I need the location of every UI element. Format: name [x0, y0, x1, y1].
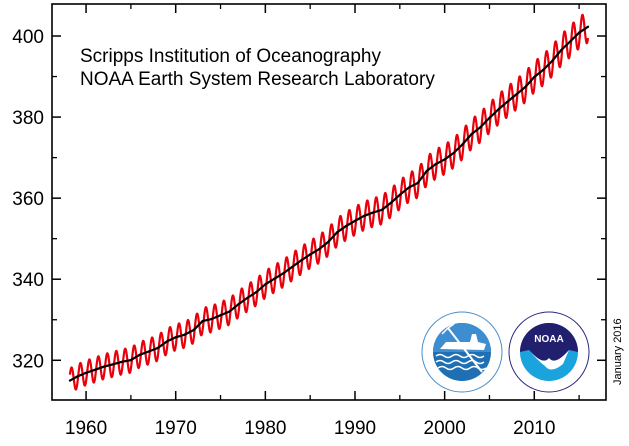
trend-point [353, 219, 357, 222]
trend-point [219, 314, 222, 317]
trend-point [542, 68, 545, 71]
trend-point [524, 85, 527, 89]
trend-point [237, 303, 240, 306]
trend-point [129, 359, 132, 362]
y-tick-label: 360 [12, 189, 44, 210]
trend-point [264, 283, 267, 286]
x-tick-label: 1970 [155, 418, 197, 439]
x-tick-label: 1960 [65, 418, 107, 439]
trend-point [560, 49, 563, 52]
title-line-2: NOAA Earth System Research Laboratory [80, 69, 435, 90]
trend-point [488, 116, 491, 119]
trend-point [246, 296, 249, 299]
y-tick-label: 400 [12, 27, 44, 48]
trend-point [586, 25, 590, 28]
trend-point [371, 211, 375, 214]
trend-point [93, 368, 97, 371]
trend-point [407, 186, 410, 189]
x-tick-label: 2000 [424, 418, 466, 439]
date-annotation: January 2016 [612, 318, 624, 385]
trend-point [416, 181, 419, 185]
scripps-logo [421, 311, 503, 393]
trend-point [318, 248, 321, 251]
series-layer [68, 13, 590, 391]
trend-point [309, 253, 312, 256]
trend-point [470, 133, 473, 136]
trend-point [389, 201, 392, 204]
trend-point [255, 290, 258, 294]
trend-point [506, 100, 509, 103]
trend-point [479, 126, 482, 129]
trend-point [461, 143, 464, 146]
title-line-1: Scripps Institution of Oceanography [80, 46, 382, 67]
trend-point [452, 151, 455, 155]
trend-point [335, 231, 339, 234]
trend-point [300, 259, 303, 262]
trend-point [174, 336, 177, 339]
trend-point [569, 40, 572, 43]
trend-point [84, 371, 88, 374]
trend-point [183, 333, 186, 336]
trend-point [68, 379, 72, 382]
x-tick-label: 1980 [244, 418, 286, 439]
y-tick-label: 380 [12, 108, 44, 129]
trend-point [210, 317, 213, 321]
trend-point [434, 163, 437, 166]
trend-point [344, 224, 348, 228]
x-tick-label: 1990 [334, 418, 376, 439]
trend-point [192, 328, 195, 332]
logos: NOAA [421, 311, 590, 393]
trend-point [380, 208, 383, 212]
trend-point [327, 240, 330, 244]
x-tick-label: 2010 [513, 418, 555, 439]
trend-point [111, 363, 115, 366]
noaa-logo: NOAA [508, 311, 590, 393]
svg-text:NOAA: NOAA [534, 334, 563, 345]
y-tick-label: 340 [12, 270, 44, 291]
trend-point [76, 375, 79, 378]
trend-point [120, 360, 124, 363]
trend-point [165, 340, 168, 343]
chart-title: Scripps Institution of Oceanography NOAA… [80, 46, 435, 90]
trend-point [102, 365, 106, 368]
trend-point [273, 277, 276, 280]
trend-point [291, 265, 294, 268]
trend-point [533, 75, 536, 79]
trend-point [201, 319, 204, 323]
trend-point [497, 108, 500, 111]
trend-point [515, 93, 518, 96]
y-tick-label: 320 [12, 351, 44, 372]
trend-point [362, 214, 366, 218]
trend-point [228, 310, 231, 313]
trend-point [551, 59, 554, 63]
trend-point [147, 350, 150, 353]
trend-point [138, 353, 141, 356]
plot-frame [51, 3, 607, 401]
trend-point [282, 272, 285, 275]
axes: 1960 1970 1980 1990 2000 2010 320 340 360 380 400 [12, 3, 607, 439]
trend-point [443, 158, 446, 161]
monthly-co2-line [68, 13, 590, 391]
trend-point [156, 346, 159, 350]
trend-point [425, 169, 428, 173]
trend-point [398, 193, 401, 196]
trend-point [578, 31, 581, 34]
